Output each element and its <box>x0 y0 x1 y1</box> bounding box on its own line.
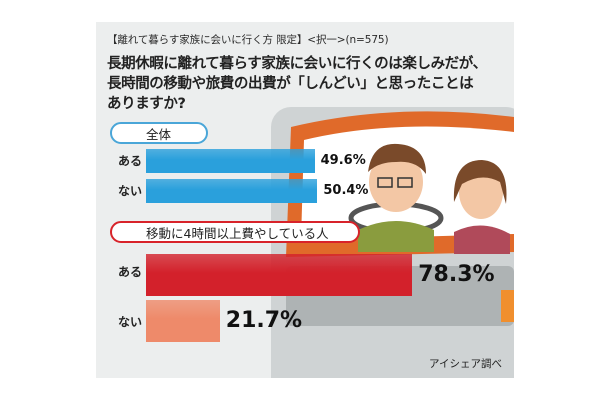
group-title-all: 全体 <box>110 122 208 144</box>
bar-4h-no <box>146 300 220 342</box>
category-label: ある <box>118 154 143 168</box>
question-line-2: 長時間の移動や旅費の出費が「しんどい」と思ったことは <box>107 76 474 92</box>
category-label: ない <box>118 184 143 198</box>
bar-all-yes <box>146 149 315 173</box>
question-line-3: ありますか? <box>107 96 186 112</box>
category-label: ある <box>118 265 143 279</box>
value-label: 50.4% <box>323 183 369 199</box>
question-line-1: 長期休暇に離れて暮らす家族に会いに行くのは楽しみだが、 <box>107 56 487 72</box>
group-title-4h: 移動に4時間以上費やしている人 <box>110 221 360 243</box>
value-label: 49.6% <box>320 153 366 169</box>
source-credit: アイシェア調べ <box>429 358 502 370</box>
subtitle: 【離れて暮らす家族に会いに行く方 限定】<択一>(n=575) <box>107 34 389 46</box>
value-label: 21.7% <box>225 307 303 333</box>
category-label: ない <box>118 315 143 329</box>
bar-all-no <box>146 179 318 203</box>
bar-4h-yes <box>146 254 413 296</box>
value-label: 78.3% <box>418 261 495 287</box>
car-illustration <box>271 107 514 378</box>
infographic-canvas: 【離れて暮らす家族に会いに行く方 限定】<択一>(n=575) 長期休暇に離れて… <box>96 22 514 378</box>
